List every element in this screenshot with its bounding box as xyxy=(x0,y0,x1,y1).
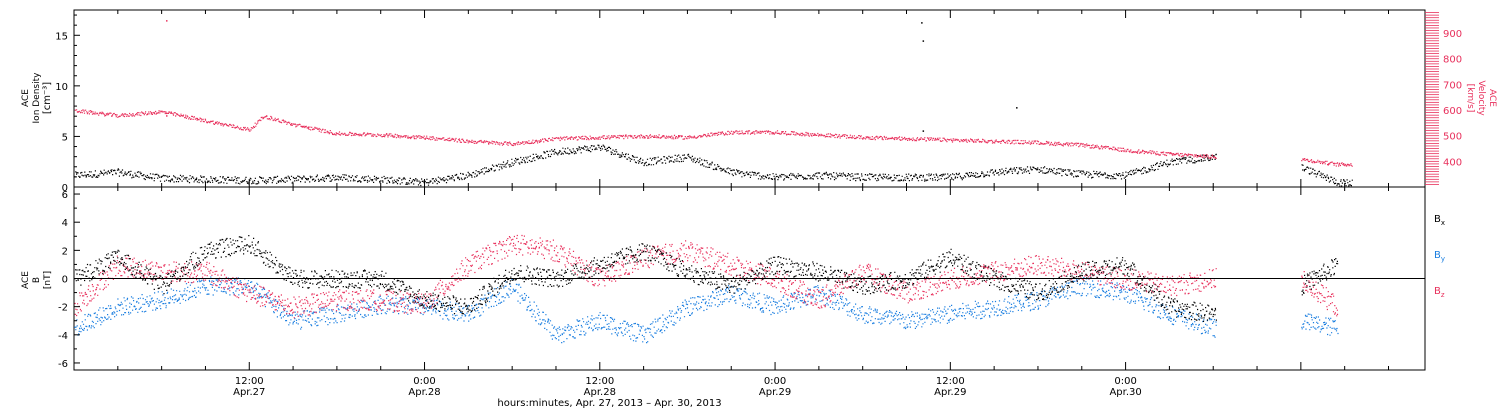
bz-series-points xyxy=(74,234,1339,319)
x-tick-date-label: Apr.28 xyxy=(584,387,616,398)
x-tick-time-label: 0:00 xyxy=(764,376,786,387)
data-points xyxy=(74,20,1353,344)
x-tick-time-label: 12:00 xyxy=(235,376,264,387)
outlier-point xyxy=(166,115,168,117)
legend-bx: Bx xyxy=(1434,214,1445,227)
density-y-tick-label: 10 xyxy=(55,82,68,93)
density-series xyxy=(74,144,1353,187)
bz-series xyxy=(74,234,1339,319)
legend-subscript: z xyxy=(1441,291,1445,299)
by-series xyxy=(74,276,1339,344)
by-series-points xyxy=(74,276,1339,344)
density-y-tick-label: 5 xyxy=(62,132,68,143)
b-y-label: ACEB[nT] xyxy=(21,271,53,289)
velocity-y-tick-label: 800 xyxy=(1443,55,1462,66)
x-tick-date-label: Apr.28 xyxy=(408,387,440,398)
velocity-y-label-line: ACE xyxy=(1487,89,1497,107)
x-tick-date-label: Apr.30 xyxy=(1109,387,1141,398)
velocity-y-label-line: [km/s] xyxy=(1465,84,1475,113)
legend-bz: Bz xyxy=(1434,286,1445,299)
x-tick-date-label: Apr.29 xyxy=(759,387,791,398)
density-y-label-line: ACE xyxy=(21,89,31,107)
legend-label: B xyxy=(1434,286,1441,297)
x-tick-date-label: Apr.29 xyxy=(934,387,966,398)
x-axis-label: hours:minutes, Apr. 27, 2013 – Apr. 30, … xyxy=(497,398,721,409)
density-y-label-line: Ion Density xyxy=(32,72,42,124)
b-y-tick-label: -6 xyxy=(58,359,68,370)
x-tick-time-label: 0:00 xyxy=(413,376,435,387)
outlier-point xyxy=(921,22,923,24)
x-tick-date-label: Apr.27 xyxy=(233,387,265,398)
velocity-y-tick-label: 900 xyxy=(1443,29,1462,40)
velocity-y-label-line: Velocity xyxy=(1476,80,1486,116)
velocity-y-label: ACEVelocity[km/s] xyxy=(1465,80,1497,116)
density-y-label: ACEIon Density[cm⁻³] xyxy=(21,72,53,124)
velocity-y-tick-label: 700 xyxy=(1443,80,1462,91)
velocity-y-tick-label: 400 xyxy=(1443,157,1462,168)
b-y-tick-label: -2 xyxy=(58,303,68,314)
density-y-label-line: [cm⁻³] xyxy=(42,82,53,114)
b-y-tick-label: 4 xyxy=(62,218,68,229)
velocity-series-points xyxy=(74,109,1353,167)
axes xyxy=(73,10,1439,370)
b-y-tick-label: 0 xyxy=(62,275,68,286)
outlier-point xyxy=(922,40,925,42)
velocity-series xyxy=(74,109,1353,167)
plot-frames xyxy=(73,9,1426,371)
velocity-y-tick-label: 600 xyxy=(1443,106,1462,117)
panel-1-frame xyxy=(73,9,1426,188)
b-y-tick-label: -4 xyxy=(58,331,68,342)
density-y-tick-label: 0 xyxy=(62,183,68,194)
x-tick-time-label: 12:00 xyxy=(936,376,965,387)
legend-label: B xyxy=(1434,250,1441,261)
b-y-tick-label: 6 xyxy=(62,190,68,201)
legend-label: B xyxy=(1434,214,1441,225)
legend-by: By xyxy=(1434,250,1445,263)
legend-subscript: y xyxy=(1441,255,1445,263)
legend-subscript: x xyxy=(1441,219,1445,227)
density-y-tick-label: 15 xyxy=(55,31,68,42)
b-y-label-line: B xyxy=(32,277,42,283)
density-series-points xyxy=(74,144,1353,187)
x-tick-time-label: 12:00 xyxy=(585,376,614,387)
b-y-label-line: [nT] xyxy=(43,271,53,289)
outlier-point xyxy=(166,20,168,22)
outlier-point xyxy=(922,130,925,132)
x-tick-time-label: 0:00 xyxy=(1114,376,1136,387)
velocity-y-tick-label: 500 xyxy=(1443,132,1462,143)
outlier-point xyxy=(1016,107,1018,109)
b-y-label-line: ACE xyxy=(21,271,31,289)
b-y-tick-label: 2 xyxy=(62,246,68,257)
